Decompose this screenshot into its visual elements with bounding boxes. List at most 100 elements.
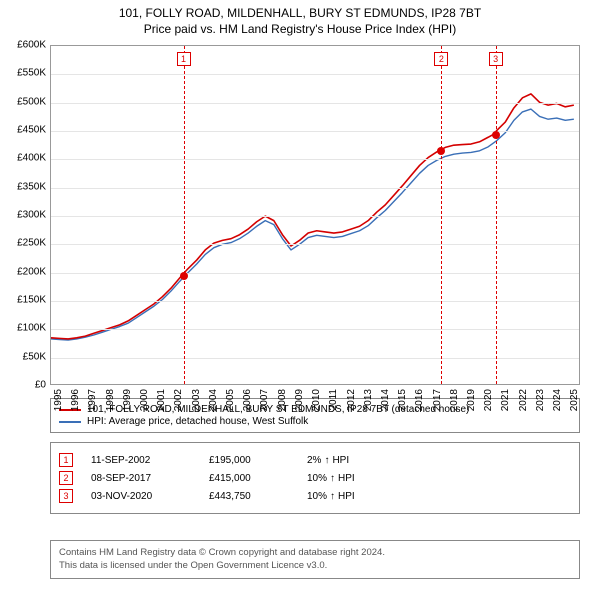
- event-price: £195,000: [209, 455, 289, 466]
- footer-line1: Contains HM Land Registry data © Crown c…: [59, 546, 571, 559]
- title-address: 101, FOLLY ROAD, MILDENHALL, BURY ST EDM…: [10, 6, 590, 20]
- x-axis-tick-label: 2011: [328, 389, 339, 411]
- y-axis-tick-label: £100K: [2, 323, 46, 334]
- gridline-horizontal: [51, 74, 579, 75]
- x-axis-tick-label: 2022: [518, 389, 529, 411]
- event-price: £443,750: [209, 491, 289, 502]
- arrow-up-icon: ↑: [330, 491, 335, 502]
- x-axis-tick-label: 2023: [535, 389, 546, 411]
- x-axis-tick-label: 1997: [87, 389, 98, 411]
- y-axis-tick-label: £450K: [2, 125, 46, 136]
- x-axis-tick-label: 2010: [311, 389, 322, 411]
- marker-line: [496, 46, 497, 384]
- gridline-horizontal: [51, 131, 579, 132]
- marker-dot: [437, 147, 445, 155]
- marker-line: [184, 46, 185, 384]
- x-axis-tick-label: 2005: [225, 389, 236, 411]
- event-suffix: HPI: [332, 455, 349, 466]
- y-axis-tick-label: £50K: [2, 351, 46, 362]
- marker-num-box: 2: [434, 52, 448, 66]
- event-row: 2 08-SEP-2017 £415,000 10% ↑ HPI: [59, 471, 571, 485]
- marker-num-box: 3: [489, 52, 503, 66]
- event-row: 3 03-NOV-2020 £443,750 10% ↑ HPI: [59, 489, 571, 503]
- gridline-horizontal: [51, 103, 579, 104]
- x-axis-tick-label: 2021: [500, 389, 511, 411]
- y-axis-tick-label: £550K: [2, 68, 46, 79]
- gridline-horizontal: [51, 159, 579, 160]
- gridline-horizontal: [51, 216, 579, 217]
- x-axis-tick-label: 2015: [397, 389, 408, 411]
- x-axis-tick-label: 2014: [380, 389, 391, 411]
- event-pct: 10% ↑ HPI: [307, 491, 355, 502]
- gridline-horizontal: [51, 273, 579, 274]
- y-axis-tick-label: £500K: [2, 96, 46, 107]
- gridline-horizontal: [51, 329, 579, 330]
- x-axis-tick-label: 2025: [569, 389, 580, 411]
- marker-dot: [180, 272, 188, 280]
- gridline-horizontal: [51, 358, 579, 359]
- legend-label-series2: HPI: Average price, detached house, West…: [87, 416, 308, 427]
- x-axis-tick-label: 2007: [259, 389, 270, 411]
- x-axis-tick-label: 1998: [105, 389, 116, 411]
- x-axis-tick-label: 2003: [191, 389, 202, 411]
- x-axis-tick-label: 1999: [122, 389, 133, 411]
- chart-plot-area: 1 2 3: [50, 45, 580, 385]
- marker-dot: [492, 131, 500, 139]
- y-axis-tick-label: £200K: [2, 266, 46, 277]
- event-marker-num: 2: [59, 471, 73, 485]
- events-box: 1 11-SEP-2002 £195,000 2% ↑ HPI 2 08-SEP…: [50, 442, 580, 514]
- x-axis-tick-label: 2013: [363, 389, 374, 411]
- x-axis-tick-label: 2017: [432, 389, 443, 411]
- event-marker-num: 3: [59, 489, 73, 503]
- x-axis-tick-label: 2000: [139, 389, 150, 411]
- event-date: 08-SEP-2017: [91, 473, 191, 484]
- chart-container: 101, FOLLY ROAD, MILDENHALL, BURY ST EDM…: [0, 0, 600, 590]
- x-axis-tick-label: 2002: [173, 389, 184, 411]
- event-marker-num: 1: [59, 453, 73, 467]
- arrow-up-icon: ↑: [324, 455, 329, 466]
- x-axis-tick-label: 2009: [294, 389, 305, 411]
- y-axis-tick-label: £150K: [2, 295, 46, 306]
- y-axis-tick-label: £400K: [2, 153, 46, 164]
- event-suffix: HPI: [338, 473, 355, 484]
- x-axis-tick-label: 2020: [483, 389, 494, 411]
- event-pct-value: 10%: [307, 473, 327, 484]
- y-axis-tick-label: £350K: [2, 181, 46, 192]
- y-axis-tick-label: £250K: [2, 238, 46, 249]
- marker-line: [441, 46, 442, 384]
- x-axis-tick-label: 1996: [70, 389, 81, 411]
- x-axis-tick-label: 2001: [156, 389, 167, 411]
- event-pct-value: 10%: [307, 491, 327, 502]
- gridline-horizontal: [51, 244, 579, 245]
- gridline-horizontal: [51, 188, 579, 189]
- legend-swatch-series2: [59, 421, 81, 423]
- title-subtitle: Price paid vs. HM Land Registry's House …: [10, 22, 590, 36]
- event-date: 03-NOV-2020: [91, 491, 191, 502]
- event-suffix: HPI: [338, 491, 355, 502]
- event-row: 1 11-SEP-2002 £195,000 2% ↑ HPI: [59, 453, 571, 467]
- event-pct: 10% ↑ HPI: [307, 473, 355, 484]
- event-pct: 2% ↑ HPI: [307, 455, 349, 466]
- arrow-up-icon: ↑: [330, 473, 335, 484]
- x-axis-tick-label: 2024: [552, 389, 563, 411]
- event-date: 11-SEP-2002: [91, 455, 191, 466]
- x-axis-tick-label: 2016: [414, 389, 425, 411]
- chart-lines-svg: [51, 46, 579, 384]
- x-axis-tick-label: 2008: [277, 389, 288, 411]
- y-axis-tick-label: £300K: [2, 210, 46, 221]
- x-axis-tick-label: 2006: [242, 389, 253, 411]
- footer-box: Contains HM Land Registry data © Crown c…: [50, 540, 580, 579]
- x-axis-tick-label: 2018: [449, 389, 460, 411]
- footer-line2: This data is licensed under the Open Gov…: [59, 559, 571, 572]
- event-price: £415,000: [209, 473, 289, 484]
- y-axis-tick-label: £600K: [2, 40, 46, 51]
- title-block: 101, FOLLY ROAD, MILDENHALL, BURY ST EDM…: [0, 0, 600, 38]
- x-axis-tick-label: 2019: [466, 389, 477, 411]
- x-axis-tick-label: 1995: [53, 389, 64, 411]
- marker-num-box: 1: [177, 52, 191, 66]
- legend-row: HPI: Average price, detached house, West…: [59, 416, 571, 427]
- x-axis-tick-label: 2012: [346, 389, 357, 411]
- event-pct-value: 2%: [307, 455, 321, 466]
- x-axis-tick-label: 2004: [208, 389, 219, 411]
- y-axis-tick-label: £0: [2, 380, 46, 391]
